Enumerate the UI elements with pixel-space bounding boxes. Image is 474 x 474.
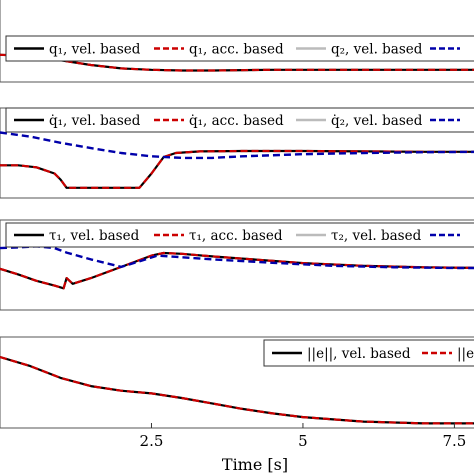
legend-label: q₁, acc. based xyxy=(189,42,284,58)
panel-2-series-1 xyxy=(0,149,474,189)
panel-2-series-3 xyxy=(0,131,474,160)
x-tick-label: 5 xyxy=(298,432,308,450)
chart-panels: q₁, vel. based q₁, acc. based q₂, vel. bas… xyxy=(0,0,474,429)
panel-2-legend: q̇₁, vel. based q̇₁, acc. based q̇₂, vel. … xyxy=(5,107,474,133)
panel-3-series-2 xyxy=(0,251,474,290)
legend-label: ||e||, vel. based xyxy=(307,346,411,362)
legend-label: q̇₁, acc. based xyxy=(189,113,284,129)
legend-box xyxy=(5,35,474,62)
x-axis-ticks: 2.5 5 7.5 xyxy=(140,423,466,450)
legend-label: τ₁, acc. based xyxy=(189,228,283,244)
x-axis-label: Time [s] xyxy=(222,455,288,474)
panel-4-series-2 xyxy=(0,355,474,425)
legend-label: q̇₂, vel. based xyxy=(331,113,423,129)
panel-4-legend: ||e||, vel. based ||e xyxy=(263,339,474,367)
x-tick-label: 7.5 xyxy=(442,432,466,450)
legend-label: q₂, vel. based xyxy=(331,42,423,58)
panel-1-frame xyxy=(0,0,474,83)
legend-label: τ₂, vel. based xyxy=(331,228,422,244)
legend-label: ||e xyxy=(457,346,474,362)
panel-3-frame xyxy=(0,219,474,311)
x-tick-label: 2.5 xyxy=(140,432,164,450)
panel-4-frame xyxy=(0,336,474,429)
legend-label: q₁, vel. based xyxy=(49,42,141,58)
legend-label: q̇₁, vel. based xyxy=(49,113,141,129)
panel-4: ||e||, vel. based ||e xyxy=(0,336,474,429)
panel-1: q₁, vel. based q₁, acc. based q₂, vel. bas… xyxy=(0,0,474,83)
panel-3-legend: τ₁, vel. based τ₁, acc. based τ₂, vel. bas… xyxy=(5,222,474,248)
panel-3: τ₁, vel. based τ₁, acc. based τ₂, vel. bas… xyxy=(0,219,474,311)
panel-1-series-2 xyxy=(0,53,474,72)
legend-box xyxy=(263,339,474,367)
panel-2: q̇₁, vel. based q̇₁, acc. based q̇₂, vel. … xyxy=(0,107,474,199)
panel-4-series-1 xyxy=(0,355,474,425)
panel-2-series-2 xyxy=(0,149,474,189)
legend-box xyxy=(5,222,474,248)
legend-box xyxy=(5,107,474,133)
panel-1-legend: q₁, vel. based q₁, acc. based q₂, vel. bas… xyxy=(5,35,474,62)
legend-label: τ₁, vel. based xyxy=(49,228,140,244)
